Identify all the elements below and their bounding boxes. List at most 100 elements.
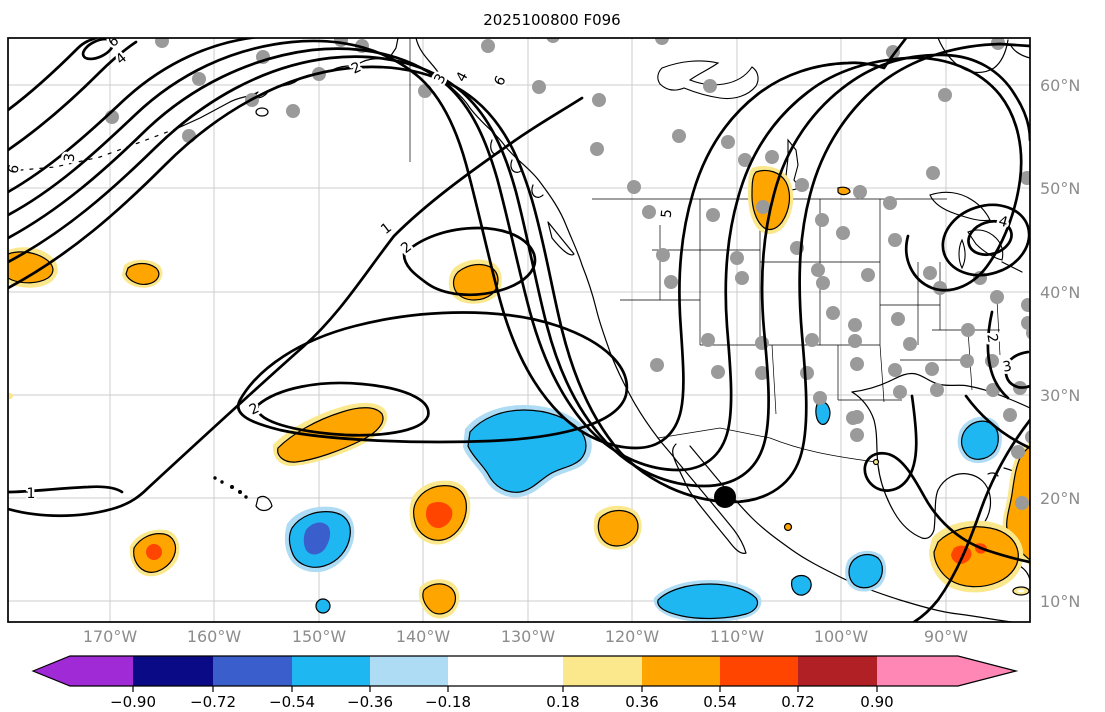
station-dot [286,104,300,118]
station-dot [627,180,641,194]
anomaly-regions [8,166,1030,622]
station-dot [850,357,864,371]
contour-label: 6 [491,73,509,88]
lat-tick-label: 50°N [1040,179,1080,198]
station-dot [813,391,827,405]
station-dot [926,166,940,180]
station-dot [656,248,670,262]
station-dot [990,290,1004,304]
station-dot [1025,430,1030,444]
station-dot [1015,496,1029,510]
colorbar-tick-label: 0.54 [703,693,736,711]
kodiak-island [255,107,269,117]
station-dot [816,276,830,290]
contour-label: 3 [62,153,79,163]
station-dot [986,383,1000,397]
colorbar-segment [720,656,798,686]
colorbar-tick-label: 0.18 [546,693,579,711]
station-dot [155,38,169,48]
colorbar-tick-label: −0.90 [110,693,156,711]
station-dot [1026,326,1030,340]
station-dot [930,383,944,397]
lon-tick-label: 90°W [924,627,968,646]
lat-tick-label: 40°N [1040,283,1080,302]
lon-tick-label: 130°W [501,627,556,646]
lon-tick-label: 120°W [605,627,660,646]
cyclone-marker [714,486,736,508]
station-dot [706,208,720,222]
station-dot [836,226,850,240]
station-dot [756,200,770,214]
colorbar-segment [133,656,213,686]
station-dot [938,88,952,102]
lon-tick-label: 100°W [814,627,869,646]
station-dot [805,333,819,347]
station-dot [853,185,867,199]
station-dot [888,233,902,247]
hawaii-islands [213,476,273,512]
colorbar-segment [448,656,563,686]
station-dot [418,84,432,98]
station-dot [730,251,744,265]
lon-tick-label: 160°W [187,627,242,646]
height-contours [8,38,1030,622]
colorbar-segment [563,656,642,686]
colorbar-segment [877,656,958,686]
colorbar-segment [642,656,720,686]
baja-california [657,437,747,554]
coastlines [9,38,1030,622]
station-dot [925,362,939,376]
station-dot [481,39,495,53]
colorbar-segment [213,656,292,686]
station-dot [592,93,606,107]
lon-tick-label: 150°W [292,627,347,646]
station-dot [703,79,717,93]
station-dot [664,275,678,289]
lat-axis: 60°N 50°N 40°N 30°N 20°N 10°N [1040,76,1080,611]
station-dot [861,268,875,282]
us-west-coast [581,264,659,439]
vancouver-island [547,221,575,256]
lat-tick-label: 10°N [1040,592,1080,611]
colorbar-tick-label: −0.36 [347,693,393,711]
station-dot [1020,171,1030,185]
station-dots [105,38,1030,510]
colorbar-over-arrow [958,656,1016,686]
contour-label: 1 [378,220,395,238]
station-dot [765,150,779,164]
contour-label: 6 [105,33,122,51]
lake-erie [1001,261,1023,273]
map-grid [8,38,1030,622]
colorbar-tick-label: −0.72 [190,693,236,711]
colorbar-tick-label: −0.18 [425,693,471,711]
colorbar-tick-label: 0.36 [625,693,658,711]
us-mexico-border [657,427,877,463]
station-dot [960,354,974,368]
contour-label: 4 [453,69,471,84]
colorbar: −0.90 −0.72 −0.54 −0.36 −0.18 0.18 0.36 0.54 0.7… [31,655,1019,711]
station-dot [721,135,735,149]
station-dot [961,323,975,337]
station-dot [192,72,206,86]
contour-label: 2 [983,333,1000,345]
station-dot [811,263,825,277]
station-dot [1021,316,1030,330]
station-dot [826,306,840,320]
station-dot [546,38,560,43]
lat-tick-label: 30°N [1040,386,1080,405]
contour-label: 1 [27,486,36,502]
aleutian-islands [9,127,179,172]
station-dot [738,153,752,167]
lake-michigan [958,238,966,270]
station-dot [903,337,917,351]
station-dot [701,333,715,347]
closed-low-outer [941,203,1030,277]
colorbar-tick-label: 0.90 [860,693,893,711]
station-dot [800,366,814,380]
colorbar-outline [31,655,1019,687]
colorbar-tick-label: −0.54 [269,693,315,711]
colorbar-under-arrow [33,656,70,686]
station-dot [888,363,902,377]
